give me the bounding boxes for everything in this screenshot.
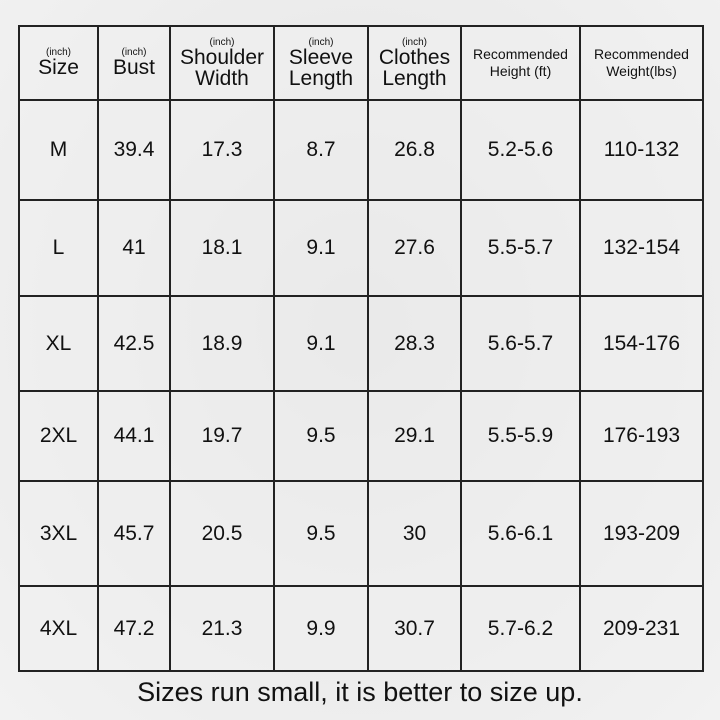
header-cell: (inch) Shoulder Width (169, 25, 275, 101)
table-cell: 5.6-5.7 (460, 295, 581, 392)
table-cell: 17.3 (169, 99, 275, 201)
table-cell: 209-231 (579, 585, 704, 672)
table-cell: 4XL (18, 585, 99, 672)
header-cell: (inch) Sleeve Length (273, 25, 369, 101)
table-cell: 5.2-5.6 (460, 99, 581, 201)
table-cell: 30.7 (367, 585, 462, 672)
table-cell: 19.7 (169, 390, 275, 482)
unit-label: (inch) (308, 36, 334, 48)
unit-label: (inch) (401, 36, 427, 48)
header-label: Bust (112, 56, 156, 79)
table-cell: 8.7 (273, 99, 369, 201)
table-cell: 5.7-6.2 (460, 585, 581, 672)
table-row: L 41 18.1 9.1 27.6 5.5-5.7 132-154 (18, 199, 704, 297)
table-cell: 21.3 (169, 585, 275, 672)
header-label: Recommended Weight(lbs) (594, 45, 689, 80)
table-cell: 44.1 (97, 390, 171, 482)
table-cell: 9.9 (273, 585, 369, 672)
table-row: 4XL 47.2 21.3 9.9 30.7 5.7-6.2 209-231 (18, 585, 704, 672)
table-cell: 45.7 (97, 480, 171, 587)
table-row: 3XL 45.7 20.5 9.5 30 5.6-6.1 193-209 (18, 480, 704, 587)
size-note: Sizes run small, it is better to size up… (137, 677, 583, 707)
header-label: Sleeve Length (288, 45, 354, 90)
table-cell: 5.6-6.1 (460, 480, 581, 587)
unit-label: (inch) (45, 47, 71, 58)
table-cell: 28.3 (367, 295, 462, 392)
table-cell: 20.5 (169, 480, 275, 587)
header-label: Shoulder Width (179, 45, 265, 90)
table-cell: 9.5 (273, 390, 369, 482)
unit-label: (inch) (209, 36, 235, 48)
size-chart-table: (inch) Size (inch) Bust (inch) Shoulder Width… (18, 25, 704, 672)
table-cell: 41 (97, 199, 171, 297)
table-cell: 3XL (18, 480, 99, 587)
table-row: 2XL 44.1 19.7 9.5 29.1 5.5-5.9 176-193 (18, 390, 704, 482)
header-label: Recommended Height (ft) (473, 45, 568, 80)
table-cell: L (18, 199, 99, 297)
table-cell: 27.6 (367, 199, 462, 297)
table-cell: 9.1 (273, 295, 369, 392)
table-cell: 110-132 (579, 99, 704, 201)
table-cell: 29.1 (367, 390, 462, 482)
table-cell: XL (18, 295, 99, 392)
header-row: (inch) Size (inch) Bust (inch) Shoulder Width… (18, 25, 704, 101)
header-label: Clothes Length (378, 45, 451, 90)
table-cell: 5.5-5.9 (460, 390, 581, 482)
table-cell: 9.5 (273, 480, 369, 587)
table-cell: 132-154 (579, 199, 704, 297)
header-cell: Recommended Height (ft) (460, 25, 581, 101)
table-cell: 26.8 (367, 99, 462, 201)
table-cell: 47.2 (97, 585, 171, 672)
table-cell: 5.5-5.7 (460, 199, 581, 297)
table-cell: 39.4 (97, 99, 171, 201)
table-cell: 42.5 (97, 295, 171, 392)
header-cell: (inch) Clothes Length (367, 25, 462, 101)
header-label: Size (38, 56, 79, 79)
table-cell: 18.9 (169, 295, 275, 392)
unit-label: (inch) (121, 47, 147, 58)
header-cell: (inch) Bust (97, 25, 171, 101)
header-cell: Recommended Weight(lbs) (579, 25, 704, 101)
table-cell: M (18, 99, 99, 201)
table-cell: 9.1 (273, 199, 369, 297)
table-row: M 39.4 17.3 8.7 26.8 5.2-5.6 110-132 (18, 99, 704, 201)
table-row: XL 42.5 18.9 9.1 28.3 5.6-5.7 154-176 (18, 295, 704, 392)
table-cell: 176-193 (579, 390, 704, 482)
table-cell: 154-176 (579, 295, 704, 392)
table-cell: 18.1 (169, 199, 275, 297)
table-cell: 193-209 (579, 480, 704, 587)
header-cell: (inch) Size (18, 25, 99, 101)
table-cell: 30 (367, 480, 462, 587)
table-cell: 2XL (18, 390, 99, 482)
